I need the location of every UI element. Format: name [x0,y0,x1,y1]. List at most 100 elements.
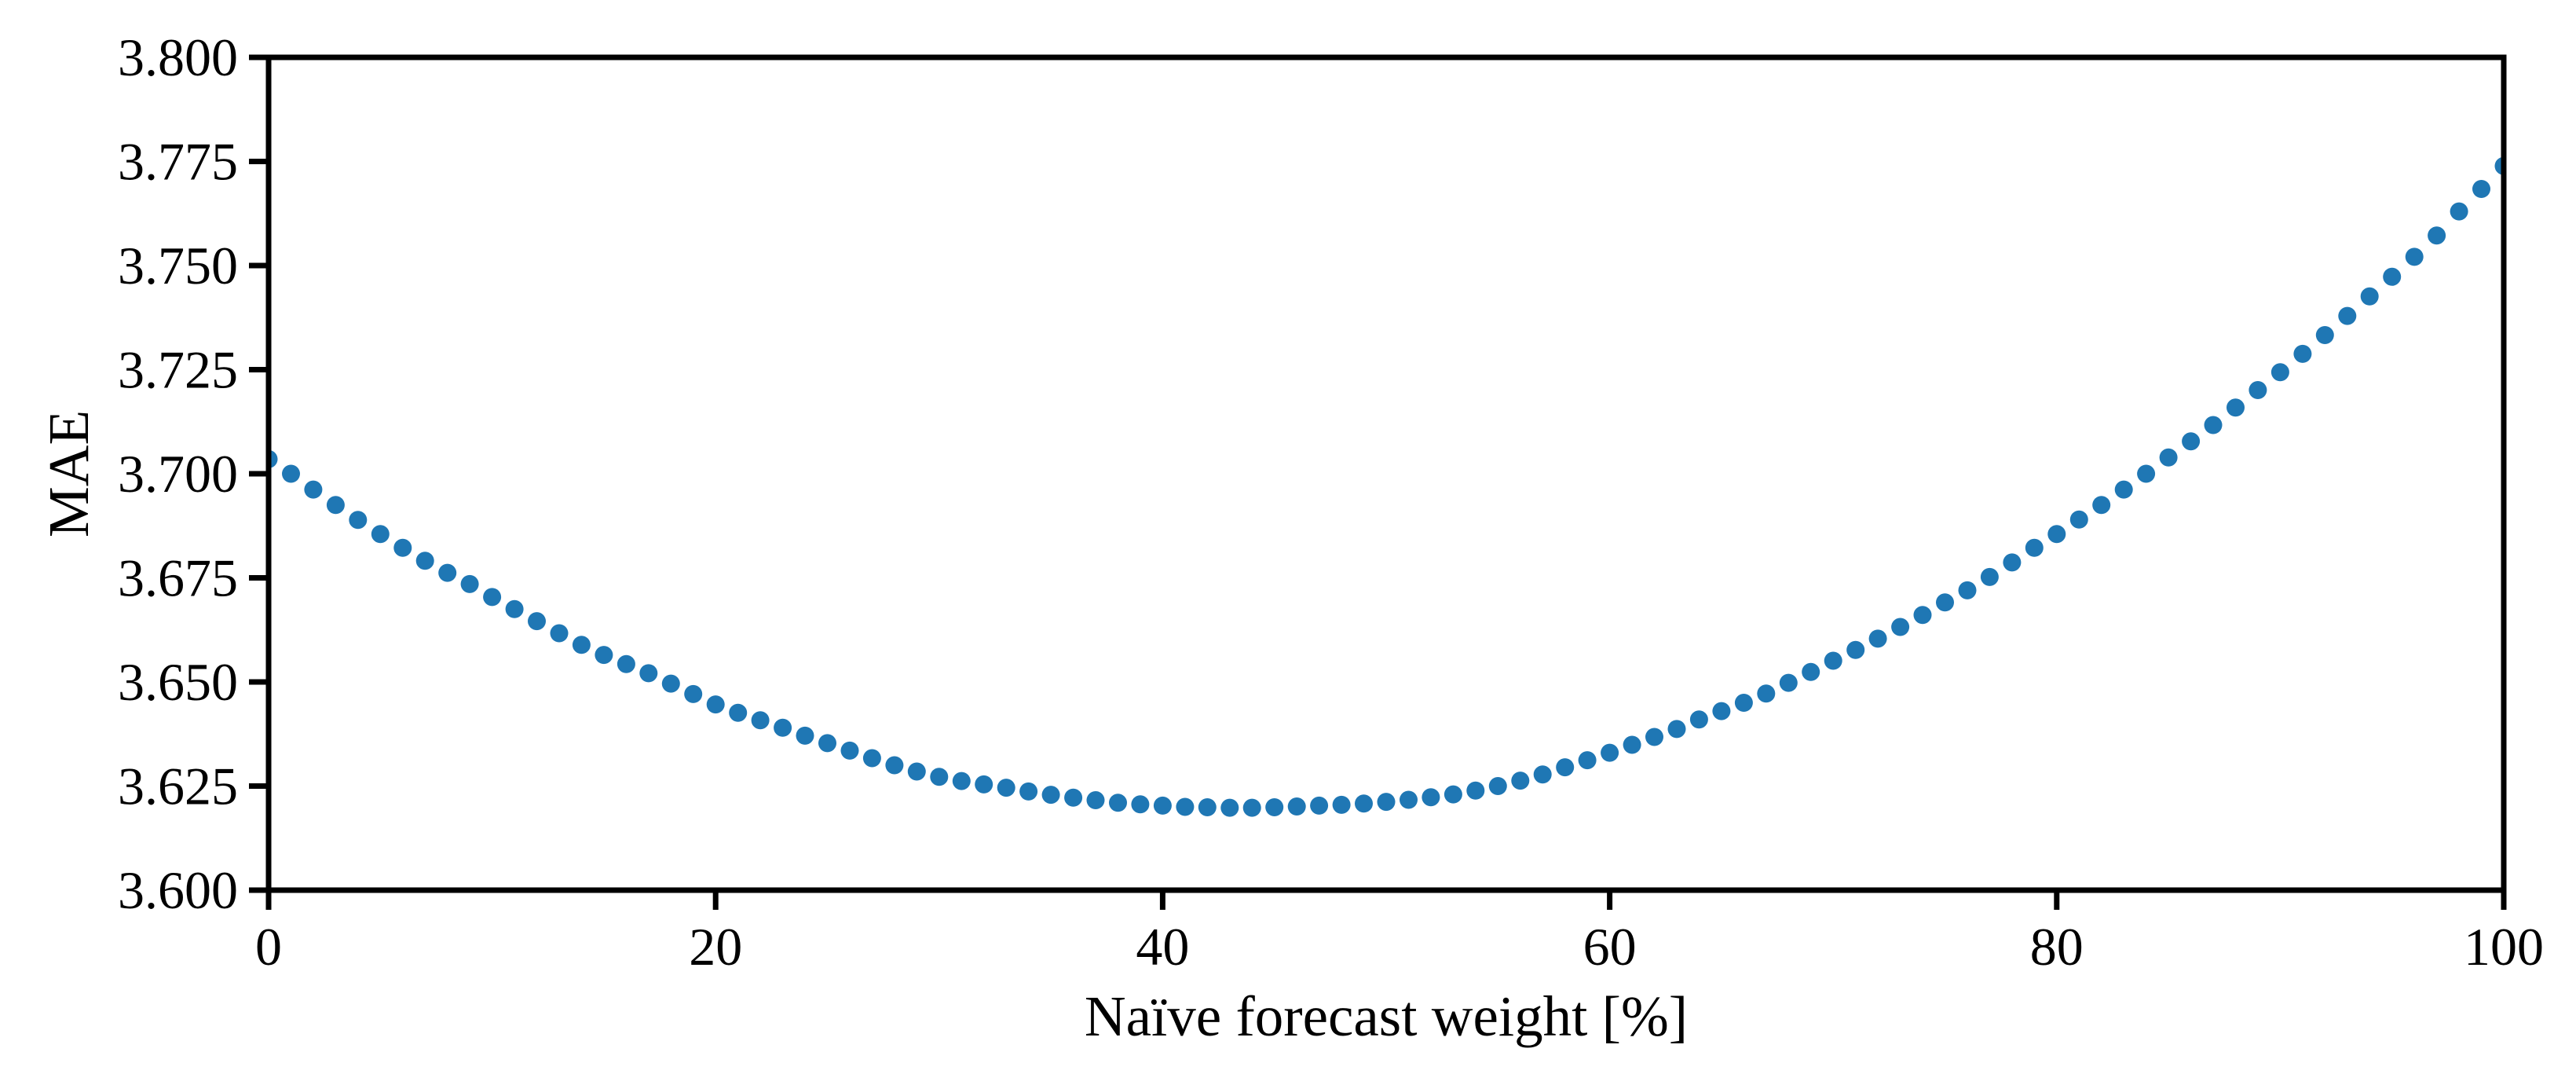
scatter-points [269,156,2504,817]
data-point [460,574,479,593]
y-tick-label: 3.750 [118,236,238,295]
data-point [1645,728,1663,746]
data-point [393,538,412,557]
data-point [2428,226,2446,245]
data-point [438,563,457,582]
x-tick-label: 80 [2030,917,2084,977]
y-axis-label: MAE [37,410,101,537]
data-point [1712,702,1731,720]
data-point [639,664,658,683]
data-point [885,756,904,775]
data-point [2315,326,2334,344]
data-point [1578,751,1597,770]
y-tick-label: 3.675 [118,548,238,608]
data-point [1734,694,1753,712]
data-point [1936,593,1954,612]
data-point [975,775,993,794]
data-point [1400,790,1418,809]
data-point [1041,786,1060,805]
data-point [2003,553,2022,572]
data-point [505,599,524,618]
data-point [930,768,949,786]
data-point [1623,735,1641,754]
data-point [2293,344,2312,363]
data-point [528,612,546,631]
data-point [1242,798,1261,817]
x-tick-label: 40 [1136,917,1189,977]
data-point [862,749,881,768]
data-point [729,703,748,722]
data-point [1086,791,1105,809]
data-point [1377,793,1396,812]
data-point [1176,797,1195,816]
data-point [617,654,635,673]
data-point [774,718,792,737]
y-tick-label: 3.625 [118,757,238,816]
y-axis-ticks [249,54,269,893]
data-point [1511,772,1530,790]
data-point [1019,782,1038,801]
data-point [1601,743,1619,762]
data-point [684,684,703,703]
data-point [1958,581,1977,599]
data-point [1556,758,1575,777]
data-point [1689,710,1708,729]
plot-border [265,54,2507,893]
data-point [550,624,569,643]
data-point [1332,795,1351,814]
y-tick-label: 3.775 [118,132,238,192]
y-tick-label: 3.650 [118,652,238,712]
data-point [1109,794,1127,812]
x-axis-label: Naïve forecast weight [%] [1085,984,1688,1048]
data-point [1846,640,1865,659]
data-point [2025,538,2044,557]
x-tick-label: 20 [689,917,742,977]
data-point [751,711,770,730]
data-point [1153,796,1172,815]
data-point [1488,777,1507,795]
data-point [1265,798,1284,816]
data-point [572,636,591,654]
data-point [2249,381,2267,399]
data-point [1824,651,1842,670]
data-point [2450,202,2468,221]
data-point [2360,287,2379,306]
data-point [595,646,613,665]
data-point [2069,510,2088,529]
data-point [349,511,368,530]
data-point [2204,416,2223,434]
data-point [2159,448,2178,467]
data-point [840,741,859,760]
data-point [483,588,502,607]
data-point [326,496,345,515]
data-point [1064,788,1083,807]
data-point [2137,464,2156,483]
data-point [952,772,971,790]
data-point [1667,720,1686,739]
x-axis-ticks [265,890,2507,910]
data-point [1220,798,1239,817]
data-point [1868,629,1887,648]
y-tick-label: 3.600 [118,860,238,920]
x-axis-tick-labels: 0 20 40 60 80 100 [255,917,2544,977]
data-point [2114,480,2133,499]
data-point [2472,180,2490,198]
data-point [304,480,323,499]
y-tick-label: 3.800 [118,27,238,87]
data-point [1355,794,1373,813]
data-point [1757,684,1776,703]
data-point [818,734,836,753]
data-point [1287,797,1306,816]
data-point [1310,796,1329,815]
data-point [1891,618,1910,636]
data-point [1198,798,1217,816]
y-axis-tick-labels: 3.600 3.625 3.650 3.675 3.700 3.725 3.750 3.775… [118,27,238,920]
data-point [1131,795,1150,814]
data-point [796,726,814,745]
data-point [907,762,926,781]
data-point [2227,398,2245,417]
data-point [2383,267,2402,286]
data-point [2338,306,2357,325]
